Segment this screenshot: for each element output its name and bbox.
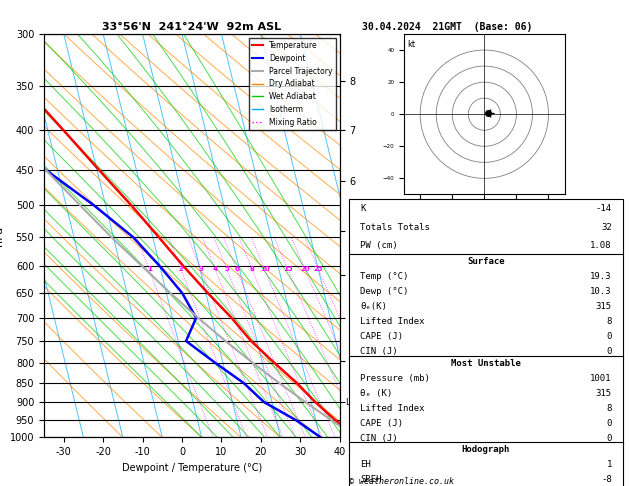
Text: Dewp (°C): Dewp (°C) [360, 287, 408, 296]
Text: 25: 25 [314, 266, 323, 272]
Text: θₑ (K): θₑ (K) [360, 389, 392, 398]
Text: © weatheronline.co.uk: © weatheronline.co.uk [349, 477, 454, 486]
Text: 8: 8 [606, 317, 612, 326]
Text: 1: 1 [147, 266, 152, 272]
Text: 10: 10 [260, 266, 270, 272]
Text: Temp (°C): Temp (°C) [360, 272, 408, 281]
Text: CIN (J): CIN (J) [360, 434, 398, 443]
Text: Pressure (mb): Pressure (mb) [360, 374, 430, 383]
Text: 30.04.2024  21GMT  (Base: 06): 30.04.2024 21GMT (Base: 06) [362, 22, 532, 32]
Text: 4: 4 [213, 266, 218, 272]
Text: K: K [360, 204, 365, 213]
Text: Surface: Surface [467, 257, 504, 266]
Text: 0: 0 [606, 347, 612, 356]
Text: Totals Totals: Totals Totals [360, 223, 430, 232]
Text: Lifted Index: Lifted Index [360, 317, 425, 326]
Text: EH: EH [360, 460, 370, 469]
Text: Most Unstable: Most Unstable [451, 359, 521, 368]
Text: 32: 32 [601, 223, 612, 232]
Text: 0: 0 [606, 419, 612, 428]
Text: 8: 8 [250, 266, 255, 272]
Text: -14: -14 [596, 204, 612, 213]
FancyBboxPatch shape [349, 442, 623, 486]
Text: 0: 0 [606, 434, 612, 443]
Text: 20: 20 [301, 266, 310, 272]
Text: kt: kt [408, 40, 416, 50]
FancyBboxPatch shape [349, 199, 623, 255]
Text: PW (cm): PW (cm) [360, 242, 398, 250]
Text: 1001: 1001 [590, 374, 612, 383]
Text: CAPE (J): CAPE (J) [360, 419, 403, 428]
Text: CIN (J): CIN (J) [360, 347, 398, 356]
Text: 315: 315 [596, 389, 612, 398]
Text: 19.3: 19.3 [590, 272, 612, 281]
X-axis label: Dewpoint / Temperature (°C): Dewpoint / Temperature (°C) [122, 463, 262, 473]
Text: 1: 1 [606, 460, 612, 469]
Y-axis label: km
ASL: km ASL [367, 236, 386, 257]
Text: Hodograph: Hodograph [462, 445, 510, 454]
Text: 2: 2 [179, 266, 184, 272]
Text: 315: 315 [596, 302, 612, 311]
Text: 5: 5 [225, 266, 230, 272]
Text: SREH: SREH [360, 475, 382, 485]
Text: 8: 8 [606, 404, 612, 413]
Text: θₑ(K): θₑ(K) [360, 302, 387, 311]
Y-axis label: hPa: hPa [0, 226, 4, 246]
Text: 15: 15 [283, 266, 293, 272]
Text: -8: -8 [601, 475, 612, 485]
Title: 33°56'N  241°24'W  92m ASL: 33°56'N 241°24'W 92m ASL [103, 22, 281, 32]
Text: CAPE (J): CAPE (J) [360, 332, 403, 341]
Legend: Temperature, Dewpoint, Parcel Trajectory, Dry Adiabat, Wet Adiabat, Isotherm, Mi: Temperature, Dewpoint, Parcel Trajectory… [248, 38, 336, 130]
Text: 6: 6 [235, 266, 239, 272]
Text: 3: 3 [199, 266, 203, 272]
FancyBboxPatch shape [349, 356, 623, 446]
Text: Lifted Index: Lifted Index [360, 404, 425, 413]
Text: 1.08: 1.08 [590, 242, 612, 250]
Text: 0: 0 [606, 332, 612, 341]
Text: LCL: LCL [345, 398, 360, 407]
Text: 10.3: 10.3 [590, 287, 612, 296]
FancyBboxPatch shape [349, 254, 623, 359]
